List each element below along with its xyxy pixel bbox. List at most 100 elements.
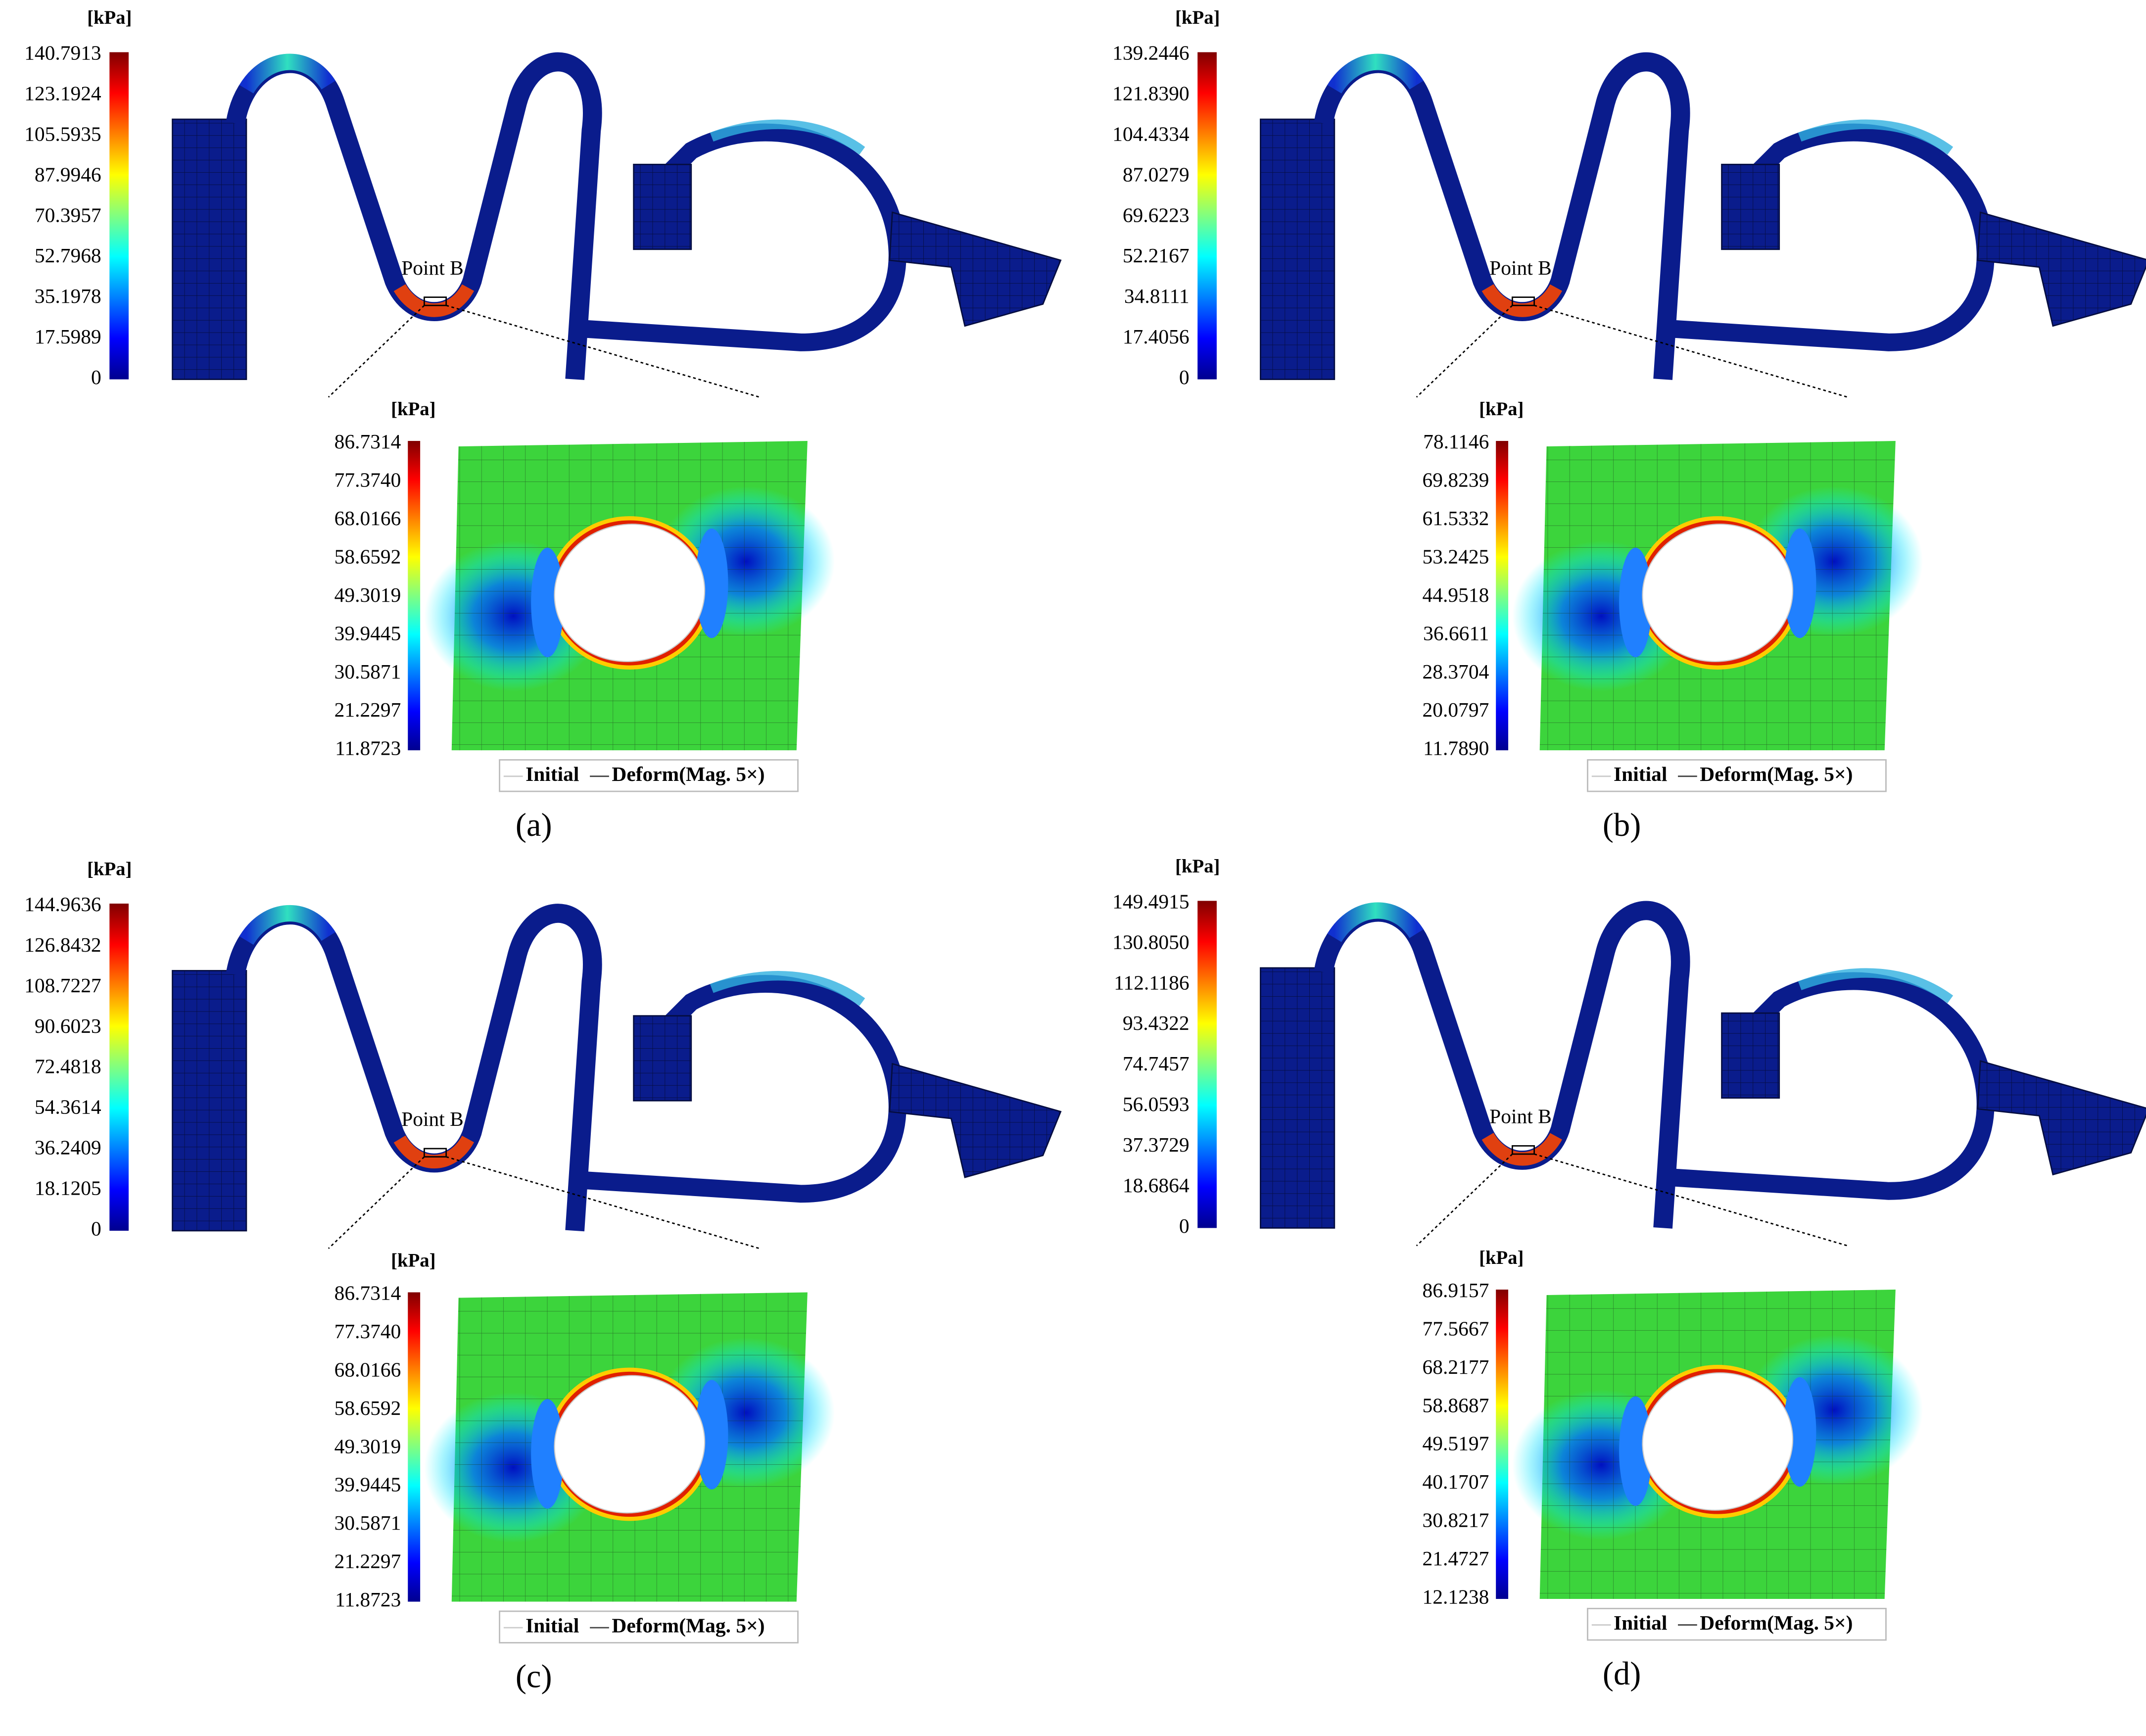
- inset-tick-label: 68.0166: [334, 507, 401, 530]
- inset-tick-label: 86.7314: [334, 430, 401, 453]
- inset-tick-label: 36.6611: [1423, 622, 1489, 644]
- hole: [554, 524, 706, 662]
- colorbar-tick-label: 74.7457: [1123, 1052, 1190, 1075]
- inset-tick-label: 21.4727: [1423, 1547, 1489, 1570]
- hole: [554, 1375, 706, 1514]
- inset-colorbar: [408, 441, 421, 751]
- strip-hot: [1327, 53, 1424, 94]
- point-box: [424, 1148, 447, 1157]
- panel-label: (c): [516, 1658, 552, 1694]
- strip-hot: [1798, 968, 1954, 1004]
- colorbar-tick-label: 112.1186: [1114, 971, 1189, 994]
- legend-entry: Initial: [1614, 1611, 1667, 1634]
- inset-tick-label: 12.1238: [1423, 1586, 1489, 1608]
- colorbar-tick-label: 87.9946: [35, 163, 101, 186]
- colorbar-tick-label: 54.3614: [35, 1096, 101, 1118]
- wedge: [889, 1062, 1062, 1178]
- colorbar-tick-label: 0: [1179, 1214, 1190, 1237]
- colorbar-tick-label: 104.4334: [1112, 122, 1190, 145]
- inset-unit: [kPa]: [391, 398, 435, 420]
- strip: [1314, 52, 1690, 380]
- inset-tick-label: 11.8723: [335, 737, 401, 760]
- inset-tick-label: 21.2297: [334, 698, 401, 721]
- inset-tick-label: 49.3019: [334, 583, 401, 606]
- inset-colorbar: [1496, 441, 1509, 751]
- strip: [1669, 123, 1995, 351]
- inset-tick-label: 39.9445: [334, 1473, 401, 1496]
- inset-tick-label: 49.5197: [1423, 1432, 1489, 1455]
- colorbar-tick-label: 87.0279: [1123, 163, 1190, 186]
- strip-hot: [1327, 902, 1424, 943]
- wedge: [1977, 211, 2146, 327]
- panel: [kPa] 140.7913 123.1924 105.5935 87.9946 70.3…: [24, 7, 1062, 843]
- strip-hot: [393, 284, 475, 317]
- strip: [1669, 972, 1995, 1200]
- block: [633, 1015, 692, 1102]
- point-box: [1511, 296, 1535, 306]
- panel: [kPa] 144.9636 126.8432 108.7227 90.6023 72.4…: [24, 858, 1062, 1694]
- zoom-line: [1416, 305, 1513, 398]
- inset-tick-label: 58.6592: [334, 1397, 401, 1419]
- inset-tick-label: 39.9445: [334, 622, 401, 644]
- colorbar-tick-label: 18.6864: [1123, 1174, 1190, 1197]
- colorbar-tick-label: 139.2446: [1112, 42, 1190, 64]
- hole: [1642, 1372, 1794, 1511]
- zoom-line: [1416, 1154, 1513, 1247]
- inset-tick-label: 68.0166: [334, 1358, 401, 1381]
- inset-tick-label: 68.2177: [1423, 1355, 1489, 1378]
- inset-tick-label: 30.5871: [334, 1511, 401, 1534]
- colorbar-unit: [kPa]: [87, 858, 132, 879]
- hole-side: [531, 1399, 564, 1509]
- colorbar-tick-label: 17.4056: [1123, 325, 1190, 348]
- legend-box: [499, 1610, 799, 1643]
- inset-tick-label: 58.6592: [334, 545, 401, 568]
- hole-side: [695, 529, 728, 638]
- fixed-block: [172, 970, 247, 1232]
- colorbar-unit: [kPa]: [1175, 856, 1220, 877]
- colorbar: [109, 903, 129, 1231]
- colorbar-tick-label: 37.3729: [1123, 1133, 1190, 1156]
- fixed-block: [1260, 118, 1335, 380]
- inset-tick-label: 78.1146: [1423, 430, 1489, 453]
- strip-hot: [1798, 119, 1954, 155]
- fixed-block: [1260, 967, 1335, 1229]
- colorbar-tick-label: 93.4322: [1123, 1012, 1190, 1034]
- inset-tick-label: 11.8723: [335, 1588, 401, 1611]
- strip: [581, 123, 906, 351]
- strip-hot: [710, 119, 865, 155]
- hole-side: [695, 1380, 728, 1490]
- hole-side: [1783, 1377, 1816, 1487]
- colorbar-tick-label: 90.6023: [35, 1014, 101, 1037]
- colorbar-tick-label: 36.2409: [35, 1136, 101, 1159]
- hole-side: [1619, 547, 1652, 658]
- panel-label: (d): [1603, 1656, 1641, 1692]
- colorbar-tick-label: 52.7968: [35, 244, 101, 267]
- fixed-block: [172, 118, 247, 380]
- wedge: [1977, 1060, 2146, 1176]
- colorbar-tick-label: 69.6223: [1123, 203, 1190, 226]
- strip-hot: [393, 1135, 475, 1168]
- colorbar-tick-label: 70.3957: [35, 203, 101, 226]
- colorbar-tick-label: 144.9636: [24, 893, 101, 916]
- panel-label: (a): [516, 807, 552, 843]
- inset-tick-label: 30.8217: [1423, 1509, 1489, 1532]
- block: [633, 163, 692, 250]
- point-box: [1511, 1145, 1535, 1155]
- colorbar-tick-label: 0: [1179, 366, 1190, 388]
- inset-tick-label: 77.5667: [1423, 1317, 1489, 1340]
- colorbar-tick-label: 52.2167: [1123, 244, 1190, 267]
- colorbar: [1197, 52, 1217, 380]
- inset-tick-label: 20.0797: [1423, 698, 1489, 721]
- colorbar-tick-label: 34.8111: [1124, 285, 1190, 307]
- colorbar-tick-label: 108.7227: [24, 974, 101, 997]
- inset-tick-label: 49.3019: [334, 1435, 401, 1457]
- inset-tick-label: 58.8687: [1423, 1394, 1489, 1416]
- strip-hot: [239, 905, 335, 945]
- strip-hot: [710, 971, 865, 1006]
- strip-hot: [1481, 1132, 1563, 1166]
- colorbar-tick-label: 130.8050: [1112, 930, 1190, 953]
- inset-tick-label: 77.3740: [334, 469, 401, 491]
- hole-side: [531, 547, 564, 658]
- inset-colorbar: [408, 1292, 421, 1602]
